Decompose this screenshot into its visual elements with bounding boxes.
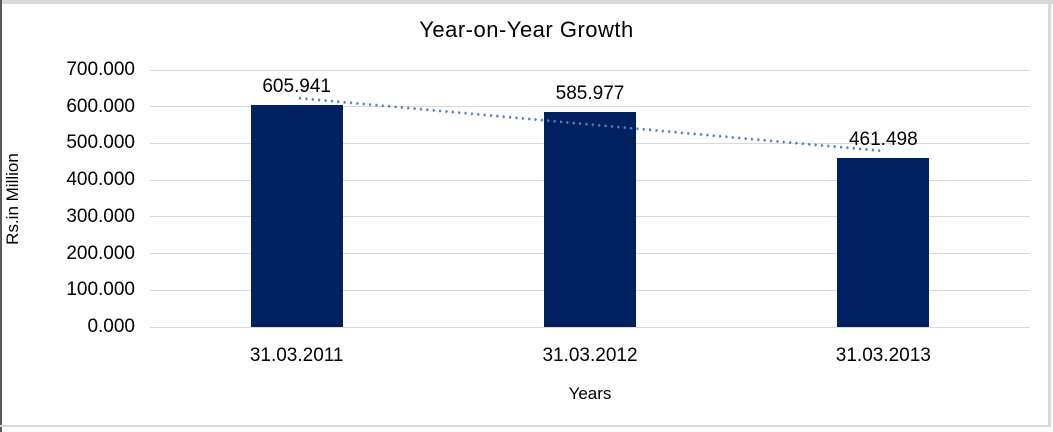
x-axis-title: Years (568, 384, 612, 403)
frame-right-border (1048, 0, 1051, 427)
bar-data-label: 585.977 (555, 82, 625, 104)
gridline (150, 69, 1030, 71)
y-tick-label: 400.000 (66, 169, 135, 191)
x-tick-label: 31.03.2011 (249, 345, 344, 366)
x-tick-label: 31.03.2012 (542, 345, 638, 366)
frame-top-border (0, 0, 1053, 4)
y-tick-label: 700.000 (66, 59, 135, 80)
y-tick-label: 100.000 (66, 279, 135, 301)
bar (837, 157, 930, 327)
bar-data-label: 605.941 (262, 75, 331, 97)
y-tick-label: 600.000 (66, 95, 135, 117)
x-tick-label: 31.03.2013 (835, 345, 931, 366)
chart-title: Year-on-Year Growth (419, 17, 634, 42)
y-tick-label: 300.000 (66, 205, 135, 227)
bar-data-label: 461.498 (848, 128, 918, 150)
y-tick-label: 0.000 (87, 316, 135, 337)
y-tick-label: 200.000 (66, 242, 135, 264)
bar (250, 104, 343, 327)
gridline (150, 106, 1030, 108)
y-tick-label: 500.000 (66, 132, 135, 154)
bar (544, 111, 636, 327)
frame-bottom-border (0, 425, 1051, 427)
gridline (150, 326, 1030, 328)
frame-left-border (0, 0, 2, 432)
